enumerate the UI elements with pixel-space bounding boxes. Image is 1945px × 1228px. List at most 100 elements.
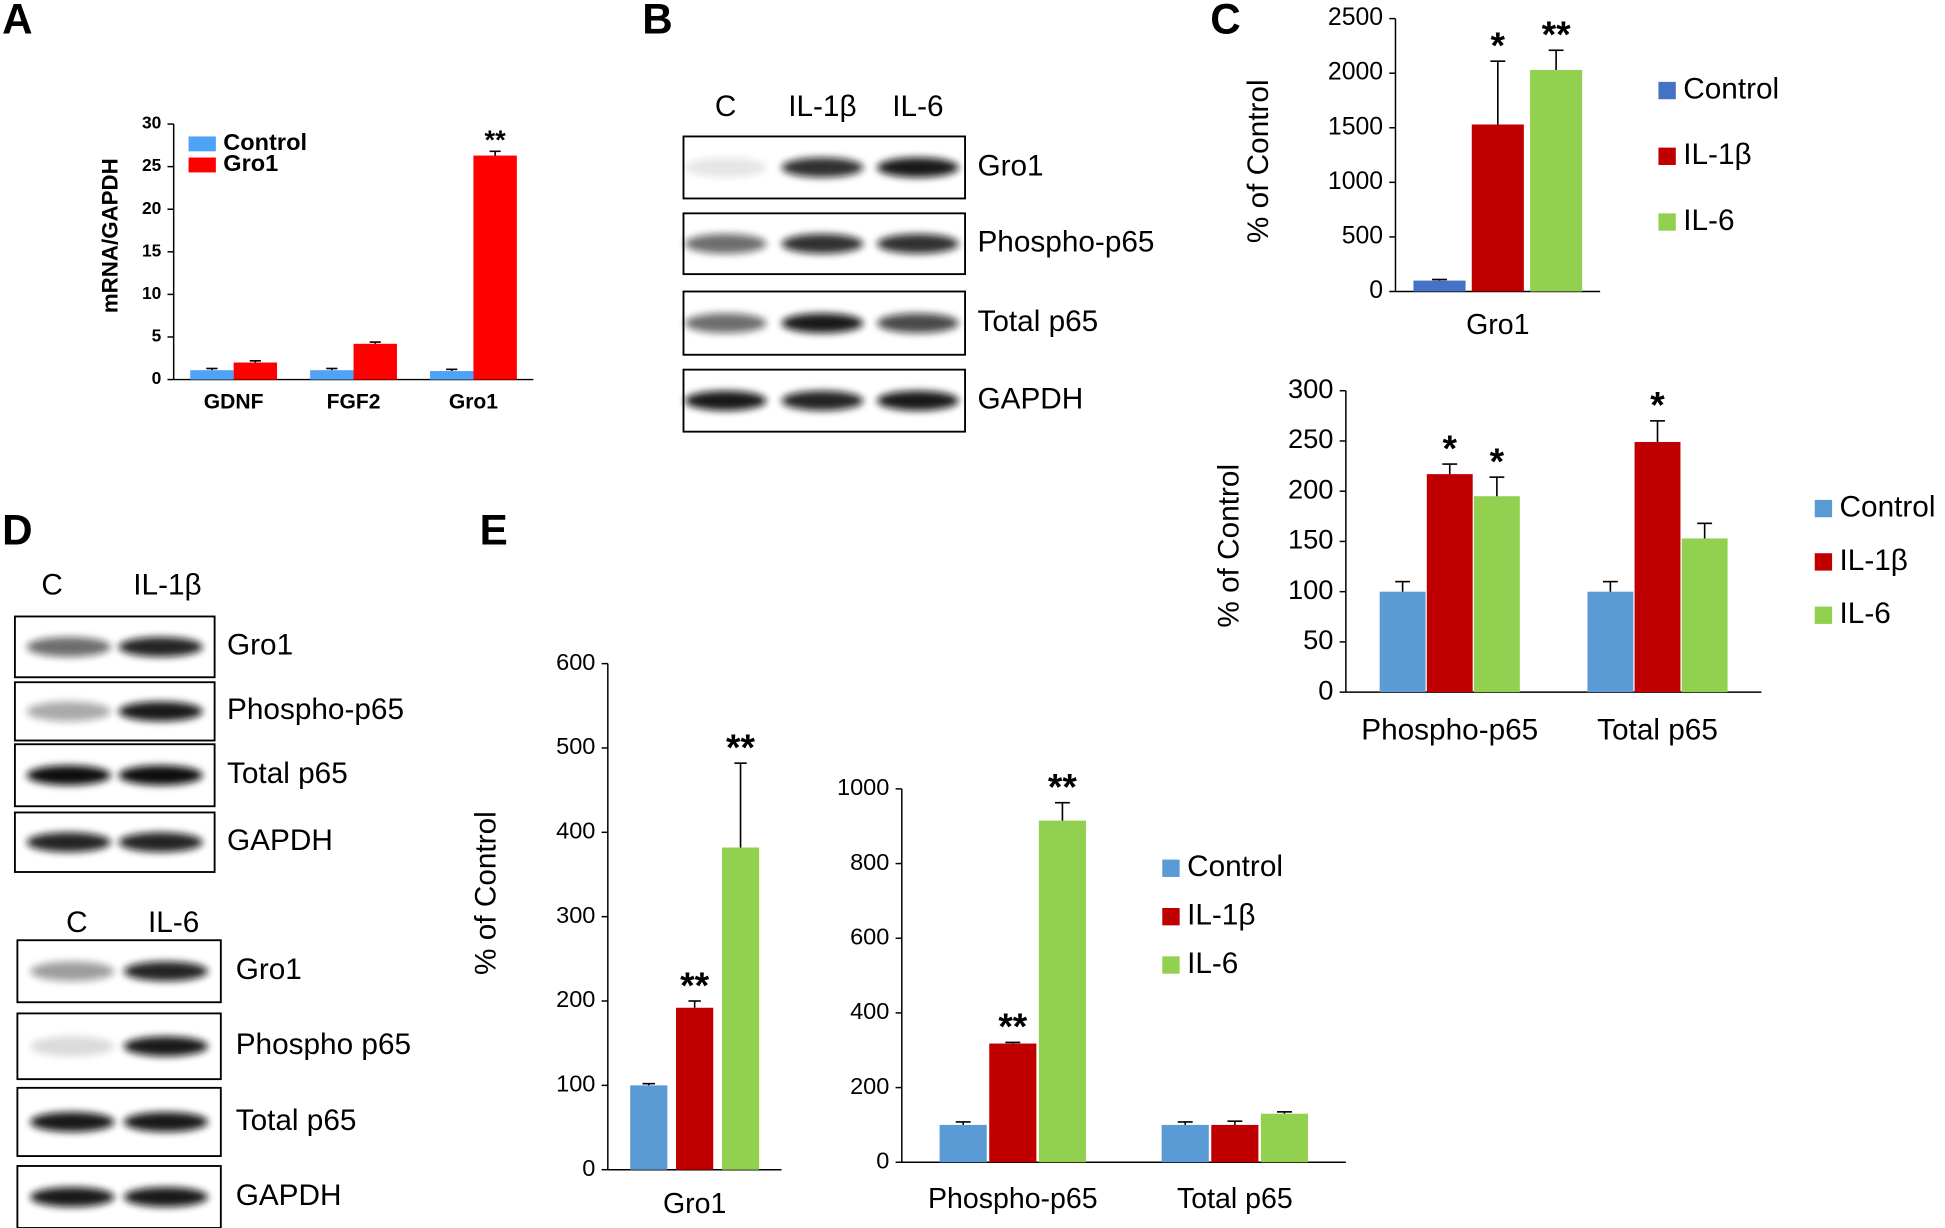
bar <box>310 370 354 380</box>
panel-label: E <box>480 507 508 554</box>
significance: ** <box>485 124 507 155</box>
error-bar <box>1442 463 1458 475</box>
legend-label: Control <box>1187 850 1283 883</box>
bar <box>1413 280 1466 292</box>
bar <box>676 1007 714 1170</box>
error-bar <box>1395 580 1411 592</box>
y-tick-label: 50 <box>1303 624 1333 655</box>
blot-band <box>781 233 864 254</box>
blot-band <box>118 636 203 657</box>
bar <box>1634 441 1681 693</box>
y-tick-label: 100 <box>556 1071 595 1097</box>
blot-band <box>123 1036 209 1057</box>
blot-band <box>781 313 864 334</box>
y-tick-label: 2500 <box>1328 4 1383 31</box>
y-axis-label: mRNA/GAPDH <box>98 158 123 313</box>
row-label: Phospho p65 <box>236 1028 411 1061</box>
legend-swatch <box>1814 499 1833 518</box>
blot-band <box>118 832 203 853</box>
bar <box>473 155 517 380</box>
error-bar <box>688 1000 701 1008</box>
blot-band <box>876 313 959 334</box>
significance: ** <box>1542 13 1571 55</box>
significance: ** <box>680 964 709 1006</box>
error-bar <box>1548 49 1564 70</box>
y-axis-label: % of Control <box>1242 79 1275 243</box>
y-tick-label: 800 <box>850 849 889 875</box>
error-bar <box>446 368 458 372</box>
y-tick-label: 400 <box>556 818 595 844</box>
error-bar <box>642 1082 655 1086</box>
blot-band <box>30 961 115 982</box>
y-tick-label: 400 <box>850 998 889 1024</box>
y-tick-label: 25 <box>142 155 162 175</box>
x-tick-label: GDNF <box>204 391 264 414</box>
row-label: Gro1 <box>977 149 1043 182</box>
significance: ** <box>726 726 755 768</box>
legend-label: IL-1β <box>1683 138 1751 171</box>
lane-label: IL-1β <box>788 90 856 123</box>
y-tick-label: 0 <box>1318 674 1333 705</box>
legend-swatch <box>188 157 216 173</box>
blot-band <box>684 390 767 411</box>
y-tick-label: 1500 <box>1328 113 1383 140</box>
blot-band <box>781 390 864 411</box>
legend-swatch <box>188 136 216 152</box>
blot-band <box>684 233 767 254</box>
error-bar <box>369 341 381 344</box>
x-tick-label: Phospho-p65 <box>928 1183 1098 1215</box>
blot-band <box>876 233 959 254</box>
error-bar <box>1054 801 1070 821</box>
legend-label: IL-1β <box>1840 544 1908 577</box>
y-axis-label: % of Control <box>469 811 502 975</box>
blot-band <box>781 157 864 178</box>
x-tick-label: Total p65 <box>1177 1183 1293 1215</box>
row-label: Gro1 <box>227 629 293 662</box>
bar <box>1471 124 1524 292</box>
x-tick-label: Total p65 <box>1597 714 1718 747</box>
error-bar <box>1489 476 1505 497</box>
y-tick-label: 500 <box>1342 222 1383 249</box>
lane-label: IL-6 <box>892 90 943 123</box>
lane-label: IL-6 <box>148 906 199 939</box>
error-bar <box>489 150 501 156</box>
lane-label: C <box>715 90 737 123</box>
bar <box>989 1043 1037 1163</box>
error-bar <box>206 367 218 371</box>
legend-swatch <box>1162 859 1180 877</box>
bar <box>630 1085 668 1170</box>
blot-band <box>123 1112 209 1132</box>
y-axis-label: % of Control <box>1212 464 1245 628</box>
legend-label: IL-6 <box>1187 947 1238 980</box>
error-bar <box>1602 580 1618 592</box>
significance: ** <box>998 1005 1027 1047</box>
legend-swatch <box>1658 213 1676 231</box>
panel-label: B <box>642 0 672 42</box>
x-tick-label: Gro1 <box>1466 309 1529 341</box>
bar <box>1038 820 1086 1163</box>
error-bar <box>1005 1041 1021 1044</box>
bar <box>1426 474 1473 693</box>
legend-label: Control <box>1683 72 1779 105</box>
bar <box>939 1124 987 1163</box>
blot-band <box>26 701 112 722</box>
legend-label: Gro1 <box>223 150 278 176</box>
lane-label: IL-1β <box>133 569 201 602</box>
bar <box>1379 591 1426 693</box>
y-tick-label: 15 <box>142 240 162 260</box>
error-bar <box>1490 60 1506 125</box>
error-bar <box>1177 1121 1193 1125</box>
row-label: GAPDH <box>977 383 1083 416</box>
row-label: Total p65 <box>227 757 348 790</box>
legend-label: IL-6 <box>1683 204 1734 237</box>
row-label: GAPDH <box>236 1179 342 1212</box>
bar <box>1530 69 1583 292</box>
x-tick-label: Phospho-p65 <box>1361 714 1538 747</box>
bar <box>1260 1113 1309 1163</box>
blot-band <box>123 961 209 982</box>
y-tick-label: 300 <box>1288 373 1334 404</box>
legend-swatch <box>1162 956 1180 974</box>
error-bar <box>249 360 261 363</box>
blot-band <box>26 765 112 786</box>
